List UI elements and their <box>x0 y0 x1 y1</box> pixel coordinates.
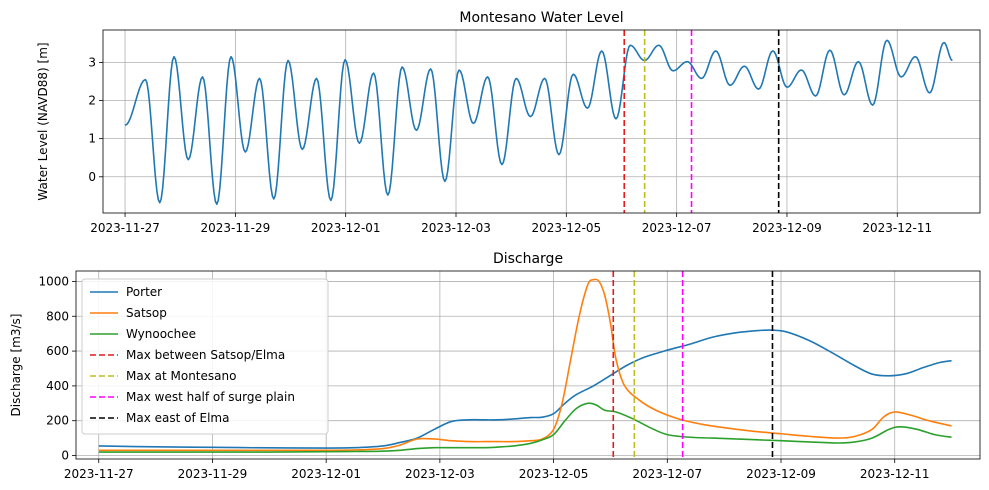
chart-bottom: 2023-11-27 2023-11-29 2023-12-01 2023-12-03… <box>9 251 981 481</box>
legend-label: Max between Satsop/Elma <box>126 348 285 362</box>
y-tick-label: 600 <box>46 344 69 358</box>
x-tick-label: 2023-12-09 <box>752 221 822 235</box>
x-tick-label: 2023-11-27 <box>64 467 134 481</box>
y-axis-label: Water Level (NAVD88) [m] <box>36 42 50 200</box>
y-tick-label: 1000 <box>38 274 69 288</box>
x-tick-label: 2023-12-03 <box>421 221 491 235</box>
y-tick-label: 800 <box>46 309 69 323</box>
legend-label: Satsop <box>126 306 167 320</box>
chart-top: 2023-11-27 2023-11-29 2023-12-01 2023-12-03… <box>36 10 981 235</box>
x-tick-label: 2023-12-09 <box>746 467 816 481</box>
y-axis-label: Discharge [m3/s] <box>9 314 23 417</box>
x-tick-label: 2023-12-07 <box>632 467 702 481</box>
y-tick-label: 1 <box>88 132 96 146</box>
y-tick-label: 400 <box>46 379 69 393</box>
legend-label: Max west half of surge plain <box>126 390 295 404</box>
chart-title: Discharge <box>493 251 563 267</box>
x-tick-label: 2023-12-05 <box>531 221 601 235</box>
series-line-wynoochee <box>98 402 952 453</box>
y-tick-label: 0 <box>61 449 69 463</box>
x-tick-label: 2023-12-01 <box>311 221 381 235</box>
water-level-line <box>124 39 953 206</box>
legend-label: Max east of Elma <box>126 411 229 425</box>
axes-frame <box>75 270 981 460</box>
y-tick-label: 2 <box>88 94 96 108</box>
y-tick-label: 200 <box>46 414 69 428</box>
x-tick-label: 2023-12-03 <box>405 467 475 481</box>
axes-frame <box>102 29 981 214</box>
y-tick-label: 3 <box>88 55 96 69</box>
x-tick-label: 2023-12-07 <box>642 221 712 235</box>
series-line-porter <box>98 329 952 449</box>
x-tick-label: 2023-12-11 <box>862 221 932 235</box>
x-tick-label: 2023-11-29 <box>201 221 271 235</box>
legend-label: Wynoochee <box>126 327 196 341</box>
x-tick-label: 2023-12-01 <box>291 467 361 481</box>
x-tick-label: 2023-11-27 <box>90 221 160 235</box>
x-tick-label: 2023-12-05 <box>519 467 589 481</box>
legend-label: Porter <box>126 285 162 299</box>
y-tick-label: 0 <box>88 170 96 184</box>
legend: Porter Satsop Wynoochee Max between Satsop/… <box>81 278 329 435</box>
x-tick-label: 2023-12-11 <box>860 467 930 481</box>
series-line-satsop <box>98 278 952 452</box>
legend-box <box>81 278 329 435</box>
legend-label: Max at Montesano <box>126 369 236 383</box>
chart-title: Montesano Water Level <box>459 10 623 26</box>
x-tick-label: 2023-11-29 <box>178 467 248 481</box>
